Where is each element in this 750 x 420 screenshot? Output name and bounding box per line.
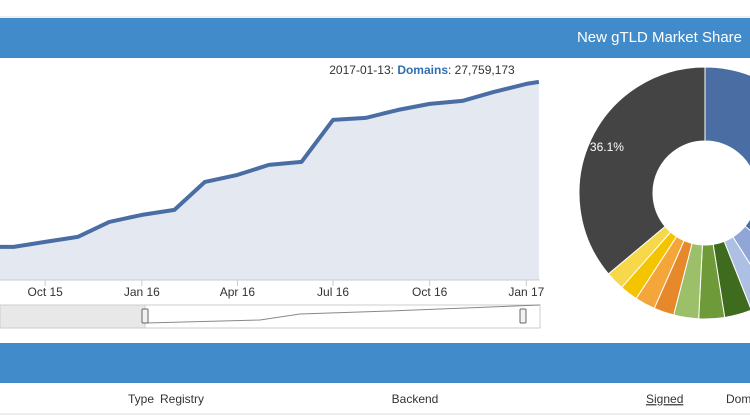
pie-slice[interactable]: [704, 66, 750, 273]
x-tick-label: Apr 16: [220, 285, 256, 299]
x-tick-label: Oct 15: [27, 285, 63, 299]
column-header: Dom: [726, 392, 750, 406]
series-line: [0, 79, 540, 249]
section-bar: [0, 343, 750, 383]
pie-chart: 36.1%: [578, 66, 750, 320]
tooltip: 2017-01-13: Domains: 27,759,173: [329, 63, 515, 77]
navigator-handle[interactable]: [141, 308, 149, 324]
navigator-mask: [0, 304, 146, 329]
column-header: Backend: [392, 392, 439, 406]
navigator-line: [145, 304, 541, 324]
pie-slice[interactable]: [578, 66, 706, 275]
navigator-handle[interactable]: [519, 308, 527, 324]
column-header: Registry: [160, 392, 204, 406]
pie-slice[interactable]: [732, 225, 750, 299]
tooltip-sep: :: [448, 63, 455, 77]
area-chart: 2017-01-13: Domains: 27,759,173 Oct 15 Jan…: [0, 60, 545, 329]
x-tick-label: Jul 16: [317, 285, 349, 299]
header-title: New gTLD Market Share: [577, 29, 742, 46]
tooltip-date: 2017-01-13: [329, 63, 391, 77]
column-header: Type: [128, 392, 154, 406]
x-tick-label: Oct 16: [412, 285, 448, 299]
slice-label: 36.1%: [590, 140, 624, 154]
column-header[interactable]: Signed: [646, 392, 683, 406]
tooltip-series: Domains: [397, 63, 448, 77]
tooltip-value: 27,759,173: [455, 63, 515, 77]
area-fill: [0, 81, 539, 281]
header-bar: [0, 18, 750, 58]
tooltip-sep: :: [391, 63, 398, 77]
x-tick-label: Jan 17: [508, 285, 544, 299]
x-tick-label: Jan 16: [124, 285, 160, 299]
